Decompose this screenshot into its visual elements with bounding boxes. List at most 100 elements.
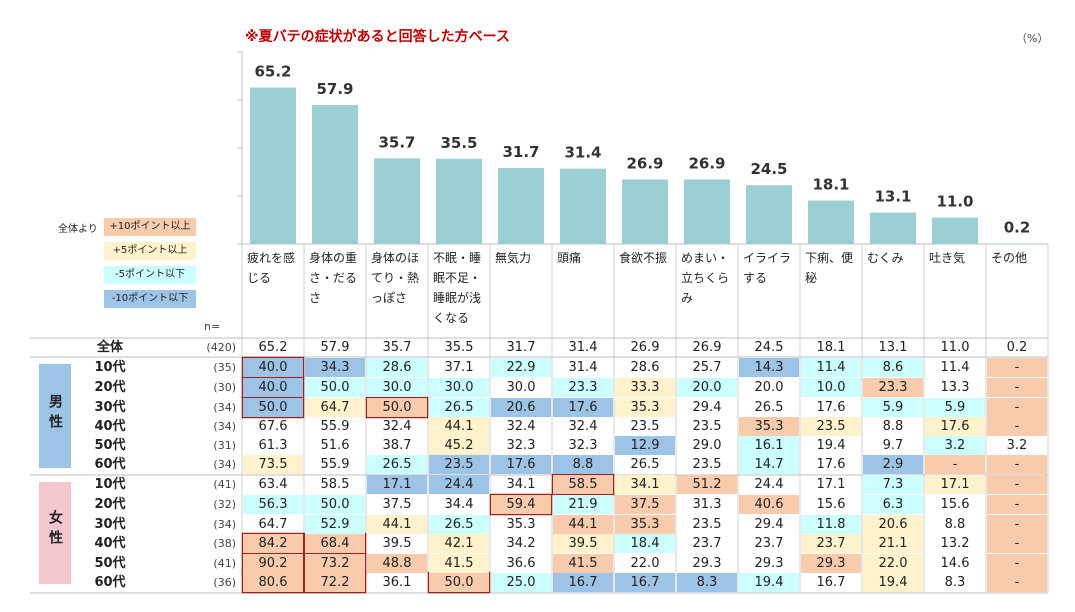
bar-value-label: 11.0: [936, 193, 973, 211]
table-cell: 34.1: [615, 475, 675, 494]
row-n: (34): [213, 420, 236, 433]
table-cell: 2.9: [863, 455, 923, 474]
category-label: 食欲不振: [619, 251, 668, 265]
table-cell: 17.6: [816, 457, 846, 472]
bar: [870, 212, 916, 244]
category-label: めまい・立ちくらみ: [681, 251, 730, 305]
table-cell: 3.2: [1006, 438, 1028, 453]
table-cell: 51.2: [677, 475, 737, 494]
table-cell: 23.5: [692, 517, 722, 532]
bar-value-label: 13.1: [874, 188, 911, 206]
table-cell: -: [987, 475, 1047, 494]
table-cell: 6.3: [863, 495, 923, 514]
bar: [684, 179, 730, 244]
table-cell: 30.0: [367, 378, 427, 397]
legend-plus10: +10ポイント以上: [104, 218, 196, 236]
table-cell: 42.1: [429, 534, 489, 553]
table-cell: 29.4: [754, 517, 784, 532]
table-cell: 29.4: [692, 400, 722, 415]
table-cell: 45.2: [429, 436, 489, 455]
table-cell: 18.4: [615, 534, 675, 553]
table-cell: 50.0: [305, 378, 365, 397]
table-cell: 26.5: [367, 455, 427, 474]
table-cell: 16.7: [816, 575, 846, 590]
table-cell: 52.9: [305, 515, 365, 534]
table-cell: 7.3: [863, 475, 923, 494]
bar-value-label: 0.2: [1004, 219, 1031, 237]
table-cell: 8.6: [863, 358, 923, 377]
row-label: 50代: [94, 556, 126, 571]
row-label: 全体: [96, 340, 123, 355]
bar-value-label: 35.5: [440, 134, 477, 152]
table-cell: 16.7: [615, 573, 675, 592]
row-n: (41): [213, 557, 236, 570]
legend-minus5: -5ポイント以下: [104, 266, 196, 284]
category-label: 下痢、便秘: [805, 251, 854, 285]
table-cell: 24.5: [754, 340, 784, 355]
group-male: 男性: [39, 364, 71, 468]
table-cell: 17.6: [491, 455, 551, 474]
table-cell: 57.9: [320, 340, 350, 355]
category-label: むくみ: [867, 251, 904, 265]
table-cell: 29.3: [754, 556, 784, 571]
table-cell: 23.7: [754, 536, 784, 551]
row-label: 60代: [94, 575, 126, 590]
table-cell: 17.1: [367, 475, 427, 494]
bar: [622, 179, 668, 244]
table-cell: 8.8: [944, 517, 966, 532]
table-cell: 29.3: [801, 554, 861, 573]
table-cell: 13.1: [878, 340, 908, 355]
table-cell: 36.1: [382, 575, 412, 590]
table-cell: 36.6: [506, 556, 536, 571]
table-cell: 34.1: [506, 477, 536, 492]
table-cell: 61.3: [258, 438, 288, 453]
table-cell: 13.2: [940, 536, 970, 551]
table-cell: -: [987, 398, 1047, 417]
table-cell: 17.6: [816, 400, 846, 415]
table-cell: -: [987, 417, 1047, 436]
category-label: 身体の重さ・だるさ: [309, 251, 358, 305]
table-cell: 8.3: [677, 573, 737, 592]
table-cell: 17.6: [553, 398, 613, 417]
table-cell: 20.6: [491, 398, 551, 417]
table-cell: 26.5: [754, 400, 784, 415]
table-cell: 31.7: [506, 340, 536, 355]
table-cell: 50.0: [367, 398, 427, 417]
table-cell: 15.6: [940, 497, 970, 512]
n-label: n=: [204, 320, 221, 333]
table-cell: 8.8: [553, 455, 613, 474]
row-n: (420): [206, 341, 236, 354]
table-cell: 37.5: [382, 497, 412, 512]
bar-value-label: 65.2: [254, 63, 291, 81]
category-label: その他: [991, 251, 1028, 265]
table-cell: 28.6: [630, 360, 660, 375]
row-n: (34): [213, 458, 236, 471]
table-cell: 73.5: [243, 455, 303, 474]
row-n: (38): [213, 537, 236, 550]
table-cell: 26.9: [692, 340, 722, 355]
table-cell: 35.3: [615, 515, 675, 534]
row-label: 50代: [94, 438, 126, 453]
table-cell: -: [987, 495, 1047, 514]
table-cell: -: [925, 455, 985, 474]
bar: [932, 217, 978, 244]
table-cell: 26.9: [630, 340, 660, 355]
table-cell: 40.0: [243, 358, 303, 377]
table-cell: 26.5: [429, 398, 489, 417]
chart-title: ※夏バテの症状があると回答した方ベース: [245, 29, 510, 45]
table-cell: 20.0: [677, 378, 737, 397]
bar-value-label: 31.4: [564, 144, 601, 162]
category-label: 不眠・睡眠不足・睡眠が浅くなる: [433, 251, 482, 325]
table-cell: 12.9: [615, 436, 675, 455]
category-label: 身体のほてり・熱っぽさ: [371, 251, 420, 305]
table-cell: 23.5: [692, 457, 722, 472]
row-label: 10代: [94, 477, 126, 492]
table-cell: 18.1: [816, 340, 846, 355]
table-cell: 19.4: [739, 573, 799, 592]
table-cell: 5.9: [863, 398, 923, 417]
bar-value-label: 24.5: [750, 160, 787, 178]
table-cell: 40.6: [739, 495, 799, 514]
table-cell: 14.3: [739, 358, 799, 377]
category-label: 疲れを感じる: [247, 251, 296, 285]
table-cell: 10.0: [801, 378, 861, 397]
